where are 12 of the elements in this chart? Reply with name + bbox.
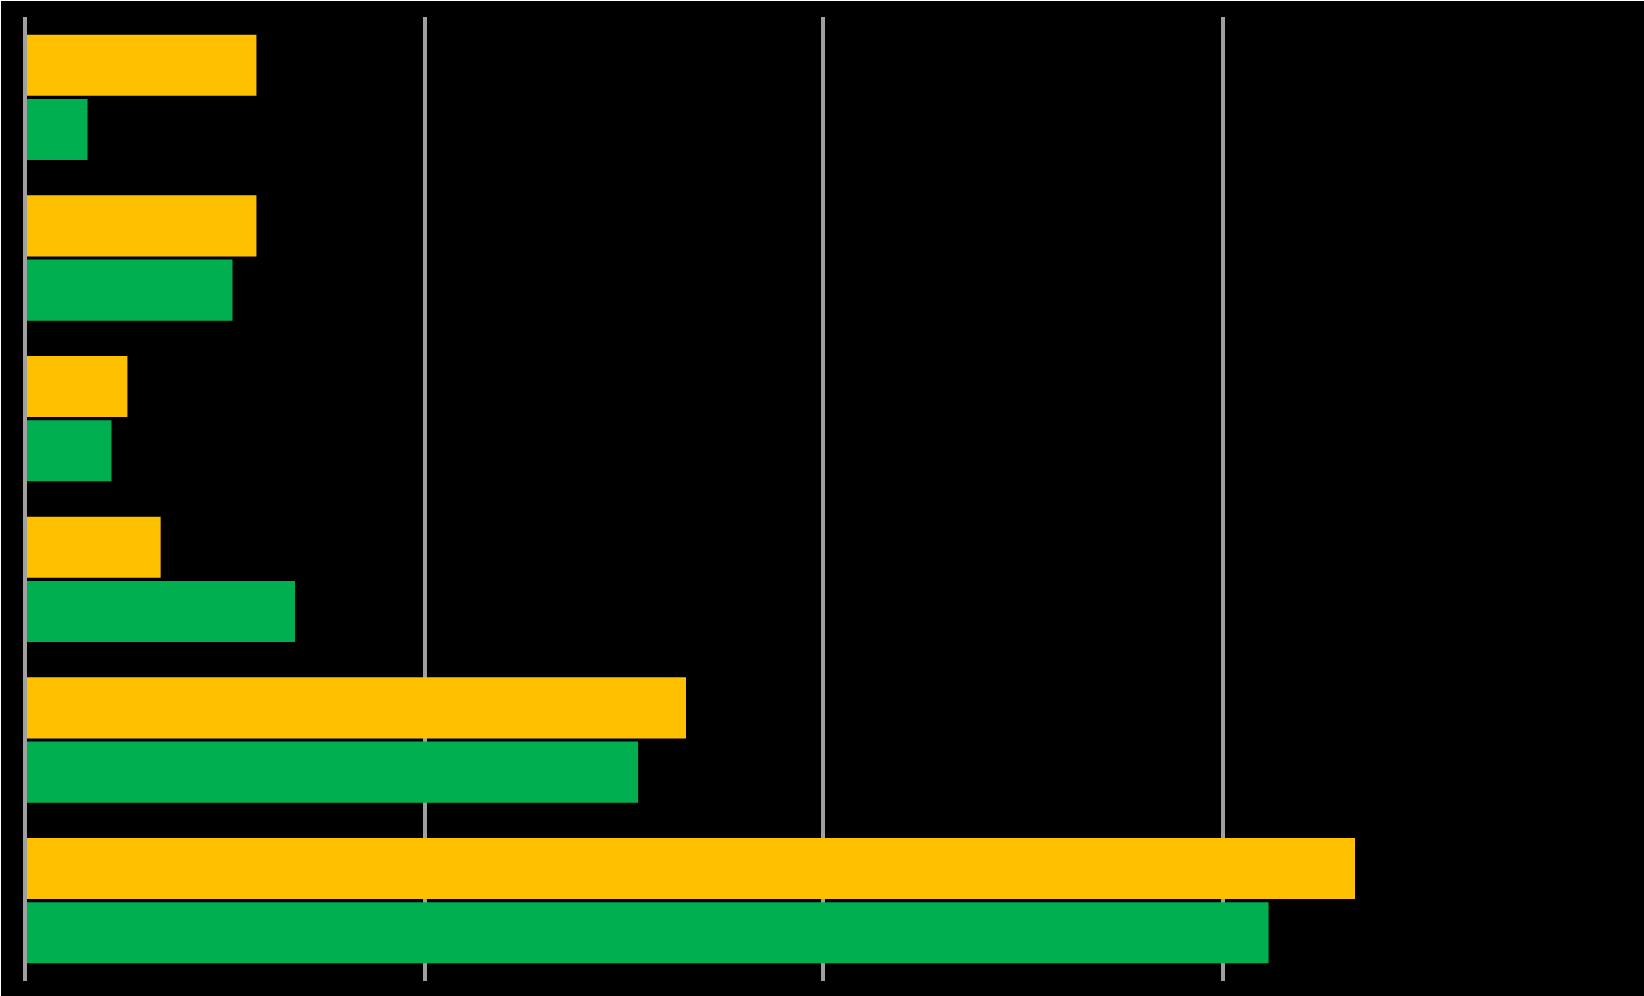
bar (25, 259, 233, 321)
bar (25, 420, 112, 482)
bar (25, 902, 1269, 964)
bar (25, 677, 687, 739)
bar (25, 98, 88, 160)
bar (25, 516, 161, 578)
bar (25, 34, 257, 96)
bar (25, 356, 128, 418)
bar (25, 580, 295, 642)
bar (25, 838, 1355, 900)
bar (25, 195, 257, 257)
bar (25, 741, 639, 803)
